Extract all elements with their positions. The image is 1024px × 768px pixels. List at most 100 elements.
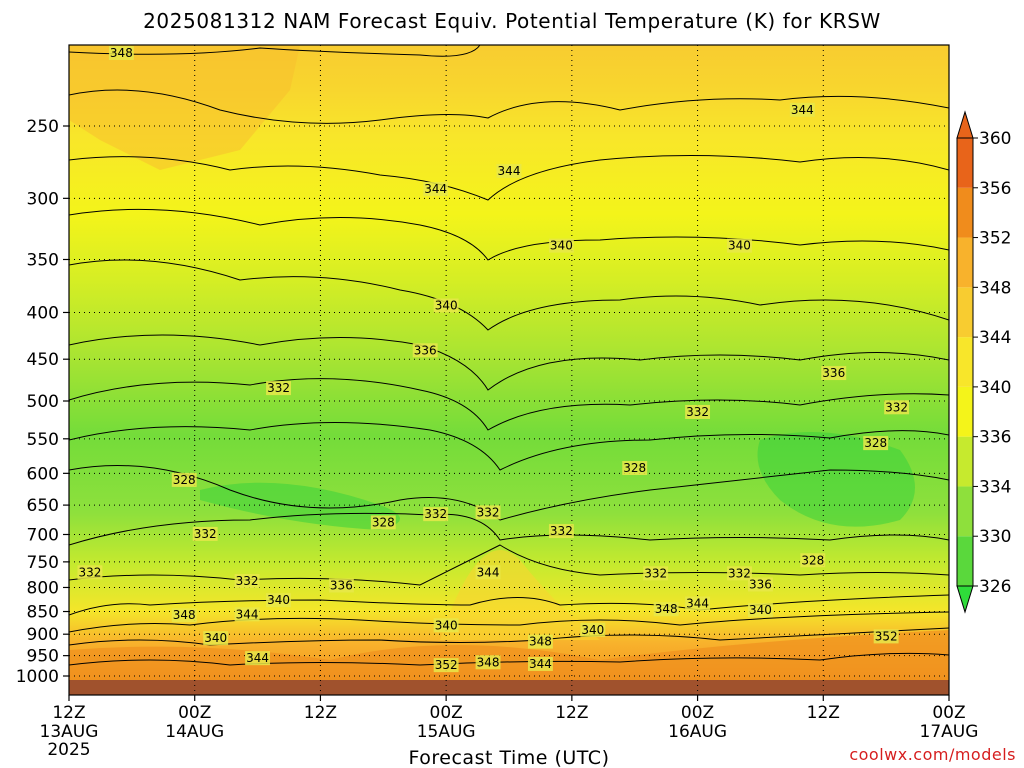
colorbar-frame	[956, 137, 974, 587]
contour-label-text: 348	[110, 46, 133, 60]
contour-label: 348	[171, 608, 197, 623]
x-tick-date-label: 14AUG	[165, 722, 224, 742]
contour-340-upper	[69, 208, 949, 261]
x-tick-label: 00Z	[178, 703, 211, 723]
contour-label-text: 328	[864, 436, 887, 450]
contour-label-bg	[884, 400, 910, 415]
contour-332-mid	[69, 422, 949, 471]
contour-label: 336	[747, 577, 773, 592]
contour-332-lower	[69, 512, 949, 546]
contour-label-bg	[496, 163, 522, 178]
contour-340-bl	[69, 594, 949, 616]
contour-label-bg	[475, 655, 501, 670]
contour-label: 344	[685, 596, 711, 611]
contour-label: 348	[475, 655, 501, 670]
contour-label-bg	[266, 593, 291, 608]
contour-label: 344	[527, 656, 553, 671]
contour-344-bl	[69, 611, 949, 633]
y-tick-label: 950	[27, 647, 59, 667]
y-tick-label: 400	[27, 303, 59, 323]
contour-label: 348	[527, 634, 553, 649]
contour-label-text: 352	[875, 629, 898, 643]
contour-label-text: 344	[236, 607, 259, 621]
contour-label: 340	[580, 622, 606, 637]
contour-label-bg	[527, 656, 553, 671]
contour-label-text: 332	[78, 565, 101, 579]
contour-label-text: 336	[749, 577, 772, 591]
x-tick-label: 00Z	[681, 703, 714, 723]
contour-label-text: 328	[173, 473, 196, 487]
x-axis-title: Forecast Time (UTC)	[409, 747, 610, 768]
contour-label: 340	[747, 603, 773, 618]
contour-label: 332	[884, 400, 910, 415]
contour-label: 332	[727, 566, 752, 581]
contour-label-bg	[548, 524, 574, 539]
contour-332-upper	[69, 378, 949, 431]
contour-label: 344	[245, 651, 271, 666]
colorbar-top-arrow	[956, 110, 974, 139]
contour-label-text: 340	[267, 593, 290, 607]
contour-label-text: 332	[236, 574, 259, 588]
contour-label: 340	[548, 238, 574, 253]
contour-label-bg	[433, 298, 459, 313]
contour-label-text: 332	[424, 507, 447, 521]
contour-label-text: 332	[728, 566, 751, 580]
contour-label: 332	[234, 573, 260, 588]
contour-label-bg	[548, 238, 574, 253]
contour-label-text: 344	[246, 651, 269, 665]
colorbar-label: 348	[979, 278, 1011, 298]
contour-336	[69, 334, 949, 391]
contour-label-bg	[370, 515, 396, 530]
contour-label-text: 332	[686, 405, 709, 419]
y-tick-label: 700	[27, 525, 59, 545]
contour-352-bl	[69, 652, 949, 666]
y-tick-label: 600	[27, 464, 59, 484]
contour-label: 344	[789, 102, 815, 117]
contour-label: 328	[800, 553, 826, 568]
credit-text: coolwx.com/models	[849, 745, 1016, 764]
upper-warm-patch	[69, 45, 300, 170]
colorbar-label: 326	[979, 577, 1011, 597]
contour-label: 332	[475, 505, 501, 520]
contour-328	[69, 465, 949, 521]
contour-label-bg	[423, 507, 449, 522]
y-tick-label: 250	[27, 117, 59, 137]
contour-label: 344	[423, 181, 449, 196]
contour-label-bg	[727, 238, 752, 253]
contour-label-text: 348	[655, 602, 678, 616]
contour-label-bg	[433, 618, 459, 633]
colorbar-segment	[957, 436, 973, 487]
contour-label: 340	[727, 238, 752, 253]
colorbar-label: 334	[979, 477, 1011, 497]
contour-label-bg	[873, 629, 899, 644]
y-tick-label: 850	[27, 603, 59, 623]
contour-label-bg	[433, 658, 459, 673]
x-tick-date-label: 17AUG	[920, 722, 979, 742]
contour-label-text: 344	[791, 103, 814, 117]
contour-label-bg	[203, 631, 229, 646]
contour-label-text: 328	[372, 515, 395, 529]
colorbar-segment	[957, 237, 973, 288]
colorbar-label: 330	[979, 527, 1011, 547]
contour-label-text: 336	[822, 366, 845, 380]
contour-label-text: 344	[529, 657, 552, 671]
contour-label-text: 340	[728, 239, 751, 253]
contour-label: 336	[821, 366, 847, 381]
contour-label-text: 340	[435, 298, 458, 312]
contour-label: 332	[266, 381, 291, 396]
contour-label: 336	[412, 343, 438, 358]
plot-area	[69, 45, 949, 695]
contour-label-text: 344	[424, 182, 447, 196]
x-tick-date-label: 13AUG	[40, 722, 99, 742]
x-tick-date-label: 16AUG	[668, 722, 727, 742]
y-tick-label: 900	[27, 625, 59, 645]
y-tick-label: 650	[27, 496, 59, 516]
colorbar-segment	[957, 138, 973, 188]
colorbar-segment	[957, 337, 973, 387]
contour-label-bg	[171, 472, 197, 487]
contour-label-bg	[527, 634, 553, 649]
contour-label-bg	[747, 577, 773, 592]
contour-label-bg	[622, 461, 648, 476]
contour-label-bg	[192, 526, 218, 541]
